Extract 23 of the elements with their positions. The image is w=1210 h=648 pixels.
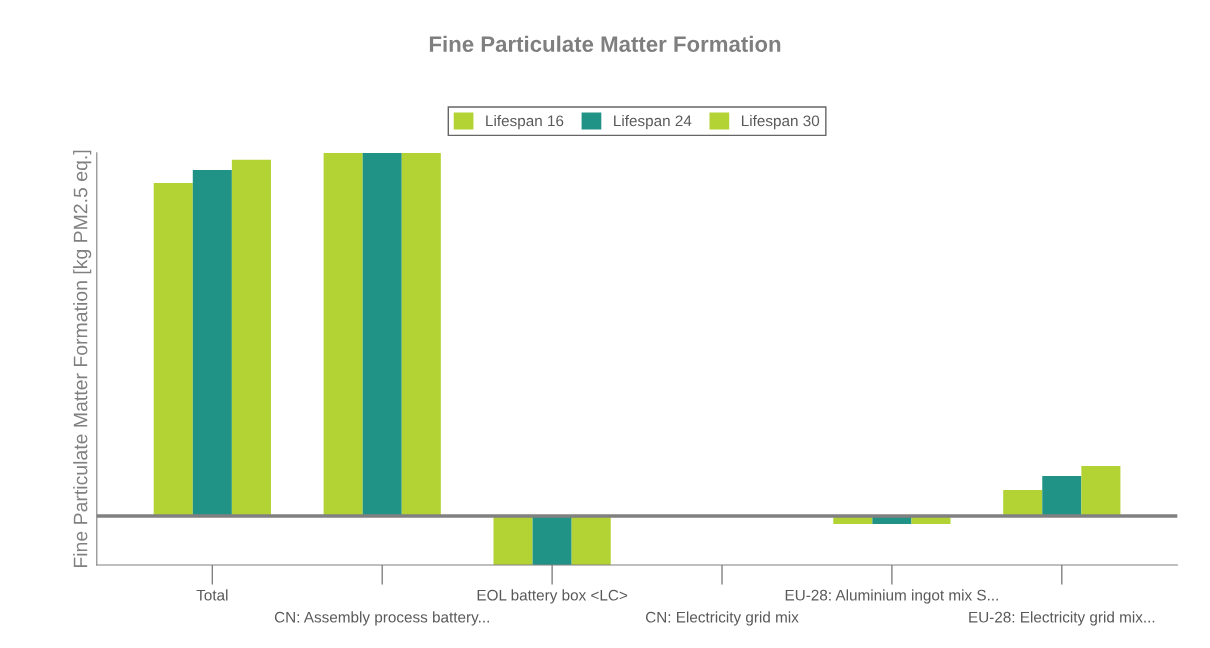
bar [323, 152, 363, 517]
bar [571, 516, 611, 566]
legend-label: Lifespan 16 [486, 115, 564, 130]
bar [153, 183, 193, 517]
bar [231, 159, 271, 517]
bar [192, 169, 232, 517]
x-tick-label: EU-28: Aluminium ingot mix S... [785, 589, 998, 604]
bar [362, 152, 402, 517]
x-tick-label: EU-28: Electricity grid mix... [969, 611, 1155, 626]
bar [532, 516, 572, 566]
bar [1003, 489, 1043, 517]
chart-title: Fine Particulate Matter Formation [429, 35, 781, 52]
x-tick-label: CN: Electricity grid mix [645, 611, 799, 626]
x-tick-label: Total [196, 589, 228, 601]
legend-label: Lifespan 24 [614, 115, 692, 130]
bar [401, 152, 441, 517]
x-tick-label: EOL battery box <LC> [477, 589, 628, 604]
bar [493, 516, 533, 566]
bar [1042, 476, 1082, 517]
x-tick-label: CN: Assembly process battery... [274, 611, 489, 626]
bar [1081, 465, 1121, 517]
legend-label: Lifespan 30 [741, 115, 820, 130]
y-axis-title: Fine Particulate Matter Formation [kg PM2.5 eq.] [73, 150, 92, 568]
